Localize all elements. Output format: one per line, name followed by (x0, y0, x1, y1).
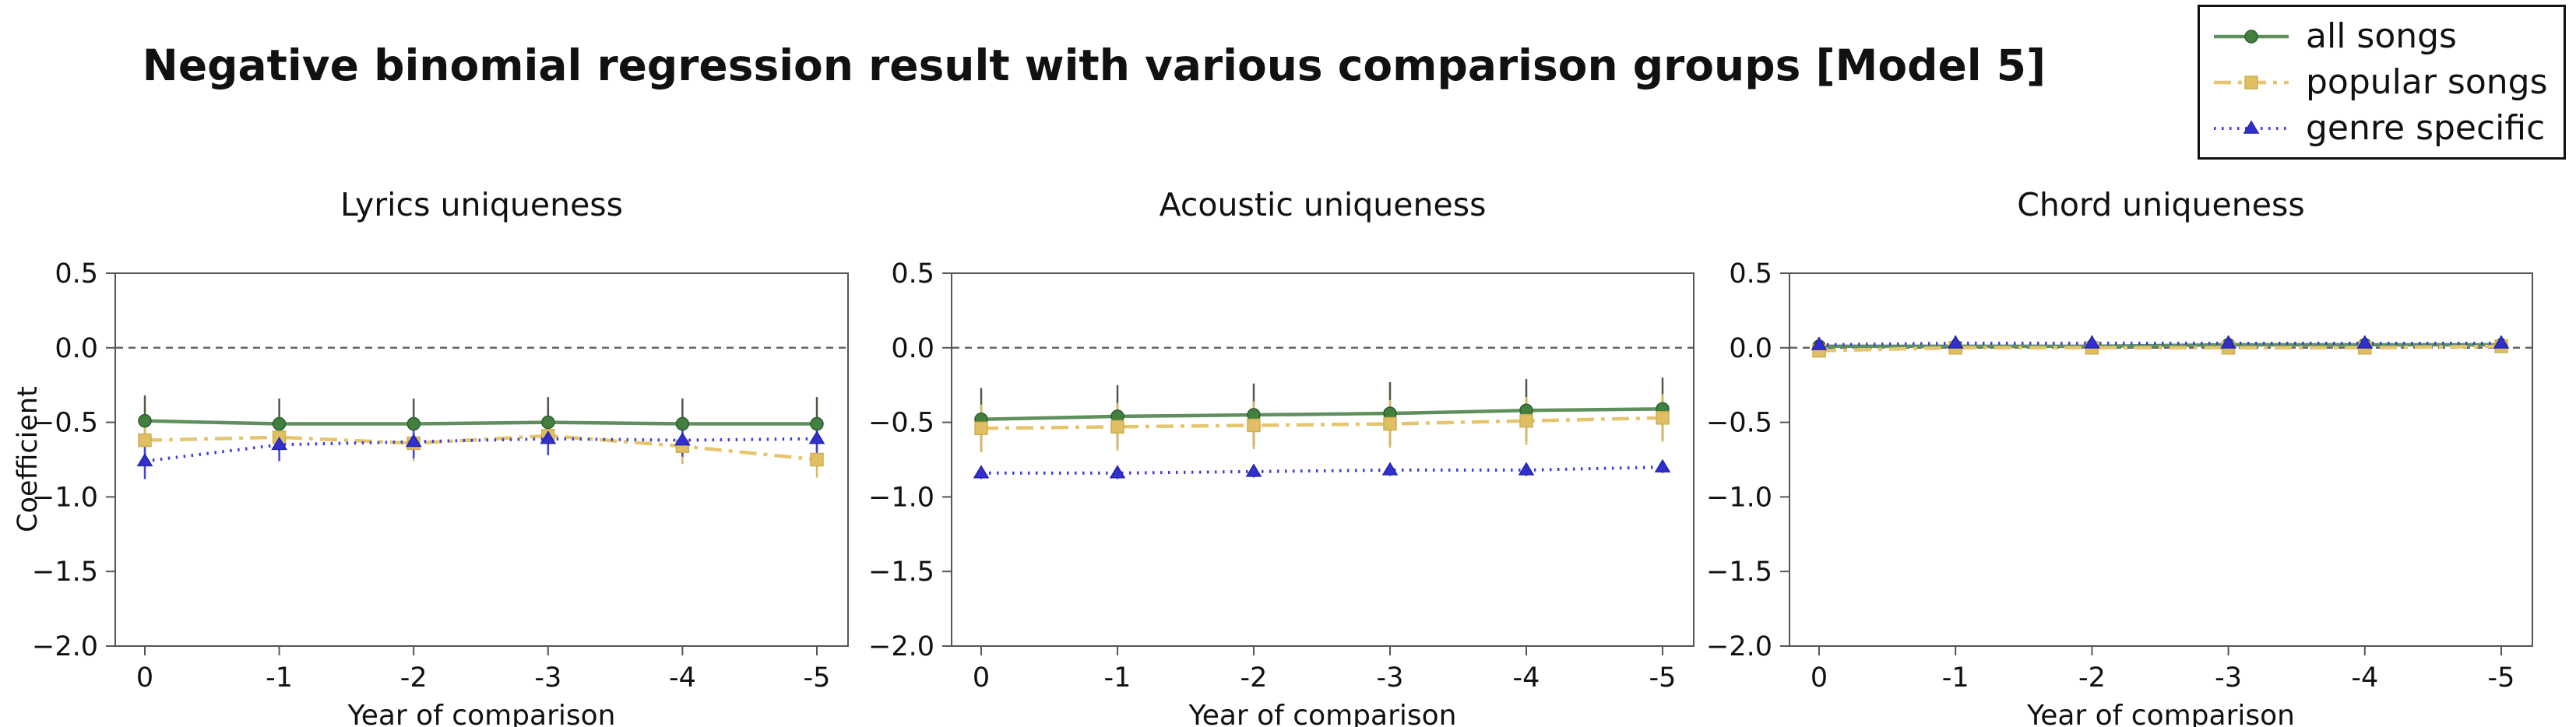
svg-text:-2: -2 (2078, 662, 2106, 694)
svg-text:−1.0: −1.0 (32, 482, 98, 513)
svg-text:-2: -2 (400, 662, 428, 694)
svg-text:-4: -4 (669, 662, 696, 694)
svg-text:-4: -4 (2351, 662, 2378, 694)
svg-text:−1.5: −1.5 (868, 557, 934, 588)
svg-text:Year of comparison: Year of comparison (2026, 700, 2295, 727)
svg-text:-4: -4 (1513, 662, 1540, 694)
subplot-chord-uniqueness: Chord uniqueness 0.5 0.0 −0.5 −1.0 −1.5 −2.0 0… (1706, 186, 2533, 727)
axes-acoustic-uniqueness: 0.5 0.0 −0.5 −1.0 −1.5 −2.0 0 -1 -2 -3 -4 -5 Year of… (868, 258, 1694, 727)
svg-text:Year of comparison: Year of comparison (347, 700, 615, 727)
popular-songs-line-marker-icon (2214, 75, 2289, 90)
legend-label: popular songs (2306, 61, 2548, 102)
svg-text:0: 0 (973, 662, 990, 694)
svg-text:−0.5: −0.5 (1706, 408, 1772, 439)
legend-item-genre-specific: genre specific (2212, 111, 2553, 146)
svg-text:Year of comparison: Year of comparison (1188, 700, 1456, 727)
genre-specific-line-marker-icon (2214, 120, 2289, 134)
svg-text:-1: -1 (1942, 662, 1969, 694)
svg-text:−1.0: −1.0 (868, 482, 934, 513)
figure-title: Negative binomial regression result with… (142, 40, 2046, 90)
svg-text:-3: -3 (2215, 662, 2242, 694)
svg-text:0: 0 (136, 662, 153, 694)
subplot-acoustic-uniqueness: Acoustic uniqueness 0.5 0.0 −0.5 −1.0 −1.5 −2… (868, 186, 1694, 727)
legend-item-popular-songs: popular songs (2212, 65, 2553, 100)
svg-text:0.0: 0.0 (55, 333, 98, 364)
svg-text:-1: -1 (266, 662, 293, 694)
svg-text:-3: -3 (1377, 662, 1404, 694)
subplot-title: Chord uniqueness (2017, 186, 2305, 223)
axes-chord-uniqueness: 0.5 0.0 −0.5 −1.0 −1.5 −2.0 0 -1 -2 -3 -4 -5 Year of… (1706, 258, 2533, 727)
svg-text:−1.0: −1.0 (1706, 482, 1772, 513)
svg-text:0.0: 0.0 (1729, 333, 1772, 364)
svg-text:0: 0 (1811, 662, 1828, 694)
svg-text:−2.0: −2.0 (32, 631, 98, 662)
subplot-lyrics-uniqueness: Lyrics uniqueness 0.5 0.0 −0.5 −1.0 −1.5 −2.0… (32, 186, 849, 727)
all-songs-line-marker-icon (2214, 29, 2289, 44)
svg-text:0.5: 0.5 (891, 258, 934, 290)
svg-text:-5: -5 (804, 662, 831, 694)
legend-label: all songs (2306, 16, 2457, 56)
svg-text:−2.0: −2.0 (1706, 631, 1772, 662)
svg-text:-5: -5 (1649, 662, 1677, 694)
legend-label: genre specific (2306, 107, 2546, 148)
svg-text:0.0: 0.0 (891, 333, 934, 364)
legend-item-all-songs: all songs (2212, 19, 2553, 54)
subplot-title: Lyrics uniqueness (340, 186, 624, 223)
svg-text:-2: -2 (1240, 662, 1268, 694)
svg-text:0.5: 0.5 (1729, 258, 1772, 290)
svg-text:−1.5: −1.5 (1706, 557, 1772, 588)
svg-text:−1.5: −1.5 (32, 557, 98, 588)
svg-text:−2.0: −2.0 (868, 631, 934, 662)
svg-text:-3: -3 (534, 662, 561, 694)
svg-text:-5: -5 (2488, 662, 2515, 694)
axes-lyrics-uniqueness: 0.5 0.0 −0.5 −1.0 −1.5 −2.0 0 -1 -2 -3 -4 -5 Year of… (32, 258, 849, 727)
svg-text:−0.5: −0.5 (868, 408, 934, 439)
svg-text:0.5: 0.5 (55, 258, 98, 290)
svg-text:−0.5: −0.5 (32, 408, 98, 439)
subplot-title: Acoustic uniqueness (1159, 186, 1487, 223)
legend: all songs popular songs genre specific (2198, 5, 2566, 160)
svg-text:-1: -1 (1104, 662, 1131, 694)
